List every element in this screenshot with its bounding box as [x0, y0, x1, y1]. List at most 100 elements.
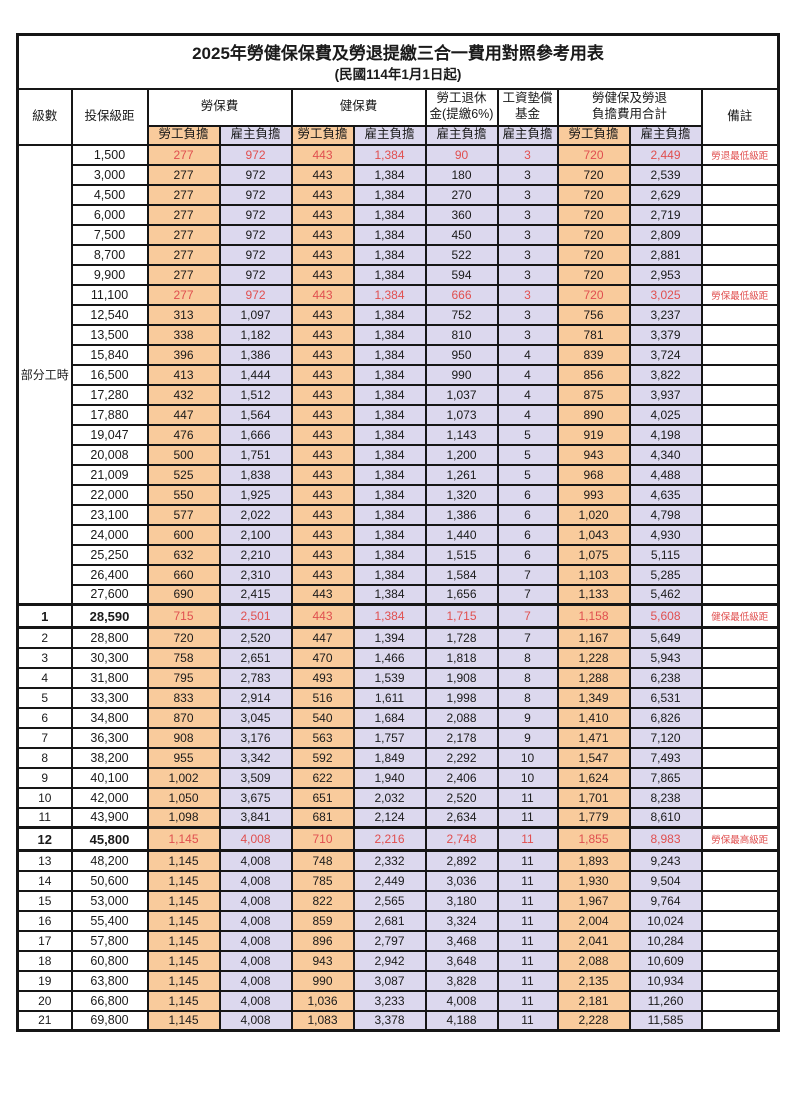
value-cell: 4,008 — [218, 889, 293, 912]
value-cell: 1,384 — [352, 303, 427, 326]
note-cell — [700, 503, 780, 526]
value-cell: 666 — [424, 283, 499, 306]
value-cell: 2,216 — [352, 826, 427, 852]
table-row: 23,100 577 2,022 443 1,384 1,386 6 1,020 4,798 — [18, 503, 780, 526]
value-cell: 1,564 — [218, 403, 293, 426]
value-cell: 720 — [556, 223, 631, 246]
level-cell: 18 — [16, 949, 73, 972]
table-row: 15,840 396 1,386 443 1,384 950 4 839 3,724 — [18, 343, 780, 366]
bracket-cell: 3,000 — [70, 163, 149, 186]
value-cell: 3,233 — [352, 989, 427, 1012]
value-cell: 856 — [556, 363, 631, 386]
value-cell: 1,384 — [352, 383, 427, 406]
value-cell: 859 — [290, 909, 355, 932]
bracket-cell: 28,800 — [70, 626, 149, 649]
level-cell: 21 — [16, 1009, 73, 1032]
col-header-total: 勞健保及勞退 負擔費用合計 — [556, 87, 703, 127]
header-sub-row: 勞工負擔 雇主負擔 勞工負擔 雇主負擔 雇主負擔 雇主負擔 勞工負擔 雇主負擔 — [18, 124, 779, 146]
value-cell: 11 — [496, 806, 559, 829]
title-block: 2025年勞健保保費及勞退提繳三合一費用對照參考用表 (民國114年1月1日起) — [16, 33, 780, 90]
value-cell: 90 — [424, 143, 499, 166]
value-cell: 4,488 — [628, 463, 703, 486]
value-cell: 758 — [146, 646, 221, 669]
level-cell: 4 — [16, 666, 73, 689]
value-cell: 2,332 — [352, 849, 427, 872]
value-cell: 1,145 — [146, 889, 221, 912]
value-cell: 3,237 — [628, 303, 703, 326]
value-cell: 443 — [290, 363, 355, 386]
value-cell: 1,728 — [424, 626, 499, 649]
value-cell: 6 — [496, 523, 559, 546]
value-cell: 10 — [496, 746, 559, 769]
note-cell — [700, 909, 780, 932]
value-cell: 2,449 — [628, 143, 703, 166]
note-cell — [700, 969, 780, 992]
value-cell: 2,629 — [628, 183, 703, 206]
value-cell: 822 — [290, 889, 355, 912]
value-cell: 7,865 — [628, 766, 703, 789]
value-cell: 1,384 — [352, 323, 427, 346]
value-cell: 955 — [146, 746, 221, 769]
value-cell: 1,261 — [424, 463, 499, 486]
value-cell: 11,585 — [628, 1009, 703, 1032]
bracket-cell: 55,400 — [70, 909, 149, 932]
value-cell: 443 — [290, 403, 355, 426]
bracket-cell: 8,700 — [70, 243, 149, 266]
value-cell: 833 — [146, 686, 221, 709]
level-cell: 7 — [16, 726, 73, 749]
bracket-cell: 4,500 — [70, 183, 149, 206]
value-cell: 3,176 — [218, 726, 293, 749]
value-cell: 3,025 — [628, 283, 703, 306]
value-cell: 413 — [146, 363, 221, 386]
value-cell: 3 — [496, 223, 559, 246]
value-cell: 1,384 — [352, 423, 427, 446]
table-row: 10 42,000 1,050 3,675 651 2,032 2,520 11 1,701 8,… — [16, 786, 780, 809]
value-cell: 2,032 — [352, 786, 427, 809]
col-header-wage-fund: 工資墊償 基金 — [496, 87, 559, 127]
value-cell: 6,238 — [628, 666, 703, 689]
value-cell: 1,410 — [556, 706, 631, 729]
value-cell: 1,384 — [352, 203, 427, 226]
bracket-cell: 48,200 — [70, 849, 149, 872]
value-cell: 3,648 — [424, 949, 499, 972]
value-cell: 277 — [146, 183, 221, 206]
subheader-total-employer: 雇主負擔 — [628, 124, 703, 146]
value-cell: 7 — [496, 603, 559, 629]
value-cell: 4 — [496, 363, 559, 386]
value-cell: 10 — [496, 766, 559, 789]
table-row: 6 34,800 870 3,045 540 1,684 2,088 9 1,410 6,826 — [16, 706, 780, 729]
value-cell: 4,008 — [218, 989, 293, 1012]
value-cell: 443 — [290, 323, 355, 346]
table-row: 24,000 600 2,100 443 1,384 1,440 6 1,043 4,930 — [18, 523, 780, 546]
value-cell: 1,384 — [352, 283, 427, 306]
table-row: 15 53,000 1,145 4,008 822 2,565 3,180 11 1,967 9,… — [16, 889, 780, 912]
level-cell: 9 — [16, 766, 73, 789]
subheader-wage-fund-employer: 雇主負擔 — [496, 124, 559, 146]
value-cell: 3,509 — [218, 766, 293, 789]
value-cell: 681 — [290, 806, 355, 829]
value-cell: 1,145 — [146, 1009, 221, 1032]
value-cell: 6,531 — [628, 686, 703, 709]
value-cell: 5,462 — [628, 583, 703, 606]
value-cell: 7 — [496, 626, 559, 649]
value-cell: 993 — [556, 483, 631, 506]
value-cell: 4,008 — [218, 949, 293, 972]
value-cell: 4,930 — [628, 523, 703, 546]
note-cell — [700, 583, 780, 606]
table-row: 19,047 476 1,666 443 1,384 1,143 5 919 4,198 — [18, 423, 780, 446]
value-cell: 443 — [290, 483, 355, 506]
value-cell: 540 — [290, 706, 355, 729]
value-cell: 3,379 — [628, 323, 703, 346]
bracket-cell: 28,590 — [70, 603, 149, 629]
value-cell: 2,210 — [218, 543, 293, 566]
note-cell — [700, 243, 780, 266]
note-cell — [700, 423, 780, 446]
value-cell: 870 — [146, 706, 221, 729]
value-cell: 1,384 — [352, 443, 427, 466]
value-cell: 1,838 — [218, 463, 293, 486]
value-cell: 9,243 — [628, 849, 703, 872]
value-cell: 972 — [218, 243, 293, 266]
value-cell: 690 — [146, 583, 221, 606]
value-cell: 748 — [290, 849, 355, 872]
value-cell: 450 — [424, 223, 499, 246]
